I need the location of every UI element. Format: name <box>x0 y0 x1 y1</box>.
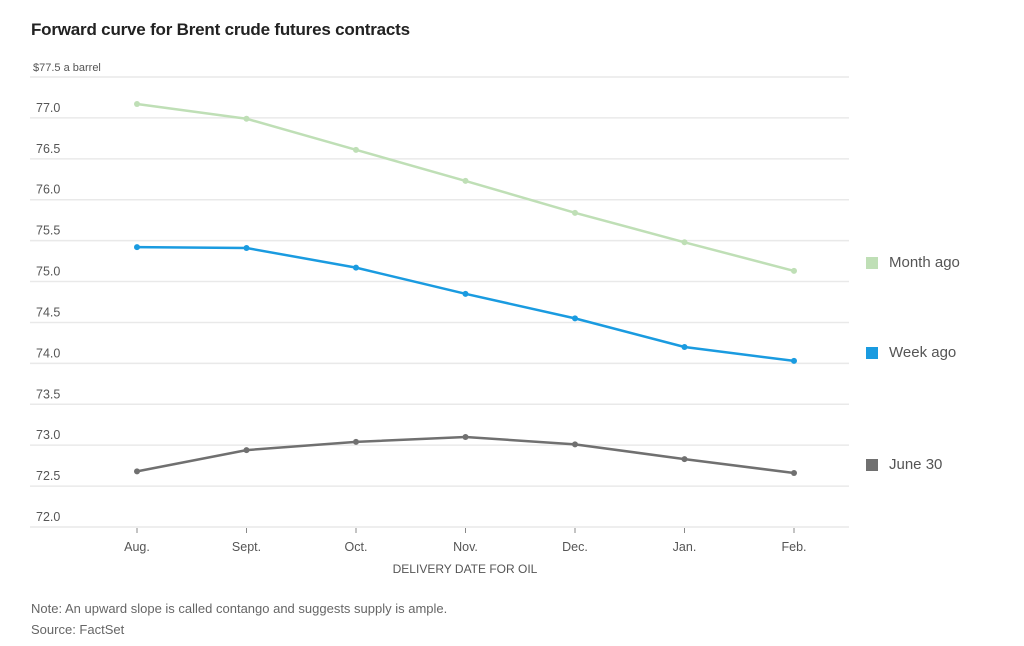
data-point-month-ago[interactable] <box>243 115 250 122</box>
data-point-june-30[interactable] <box>572 441 578 448</box>
legend-swatch-june-30 <box>866 458 878 471</box>
x-tick-label: Dec. <box>562 540 588 554</box>
gridlines <box>30 76 849 528</box>
data-point-june-30[interactable] <box>462 434 469 440</box>
data-point-week-ago[interactable] <box>572 315 578 322</box>
y-tick-label: 75.0 <box>36 265 60 279</box>
y-tick-label: 73.5 <box>36 387 60 401</box>
y-axis-tick-labels: 72.0 72.5 73.0 73.5 74.0 74.5 75.0 75.5 76.0 76.5… <box>33 62 101 524</box>
y-tick-label: 73.0 <box>36 428 60 442</box>
legend-swatch-month-ago <box>866 256 878 269</box>
y-tick-label: $77.5 a barrel <box>33 62 101 74</box>
chart-note: Note: An upward slope is called contango… <box>31 601 448 616</box>
data-point-week-ago[interactable] <box>243 245 250 251</box>
data-point-month-ago[interactable] <box>462 177 469 184</box>
x-axis: Aug. Sept. Oct. Nov. Dec. Jan. Feb. <box>124 528 807 554</box>
data-point-june-30[interactable] <box>134 468 140 475</box>
legend-label: Week ago <box>889 344 957 361</box>
y-tick-label: 77.0 <box>36 101 60 115</box>
data-point-week-ago[interactable] <box>791 357 797 364</box>
series-lines <box>134 101 797 476</box>
legend-item-week-ago[interactable]: Week ago <box>866 344 956 361</box>
data-point-month-ago[interactable] <box>791 267 797 274</box>
legend-label: June 30 <box>889 456 943 473</box>
series-june-30 <box>134 434 797 476</box>
data-point-june-30[interactable] <box>791 470 797 476</box>
x-tick-label: Aug. <box>124 540 150 554</box>
data-point-month-ago[interactable] <box>572 209 578 216</box>
data-point-week-ago[interactable] <box>134 244 140 251</box>
series-line-week-ago <box>136 245 795 363</box>
series-line-month-ago <box>136 102 795 273</box>
y-tick-label: 76.5 <box>36 142 60 156</box>
legend-swatch-week-ago <box>866 346 878 359</box>
x-tick-label: Nov. <box>453 540 478 554</box>
y-tick-label: 75.5 <box>36 224 60 238</box>
chart-source: Source: FactSet <box>31 622 125 637</box>
data-point-june-30[interactable] <box>353 438 359 445</box>
y-tick-label: 76.0 <box>36 183 60 197</box>
data-point-month-ago[interactable] <box>681 239 688 246</box>
x-axis-label: DELIVERY DATE FOR OIL <box>393 562 538 576</box>
legend-item-june-30[interactable]: June 30 <box>866 456 942 473</box>
series-week-ago <box>134 244 797 364</box>
y-tick-label: 72.5 <box>36 469 60 483</box>
chart-title: Forward curve for Brent crude futures co… <box>31 20 410 39</box>
series-month-ago <box>134 101 797 274</box>
x-tick-label: Feb. <box>781 540 806 554</box>
legend-label: Month ago <box>889 254 960 271</box>
data-point-june-30[interactable] <box>243 447 250 454</box>
y-tick-label: 74.0 <box>36 346 60 360</box>
data-point-month-ago[interactable] <box>134 101 140 107</box>
legend-item-month-ago[interactable]: Month ago <box>866 254 960 271</box>
data-point-week-ago[interactable] <box>462 290 469 297</box>
data-point-month-ago[interactable] <box>353 146 359 153</box>
y-tick-label: 74.5 <box>36 305 60 319</box>
data-point-week-ago[interactable] <box>353 264 359 271</box>
series-line-june-30 <box>136 435 795 475</box>
data-point-week-ago[interactable] <box>681 344 688 350</box>
x-tick-label: Jan. <box>673 540 697 554</box>
x-tick-label: Oct. <box>345 540 368 554</box>
chart-footer: Note: An upward slope is called contango… <box>31 598 447 640</box>
x-tick-label: Sept. <box>232 540 261 554</box>
data-point-june-30[interactable] <box>681 456 688 463</box>
y-tick-label: 72.0 <box>36 510 60 524</box>
